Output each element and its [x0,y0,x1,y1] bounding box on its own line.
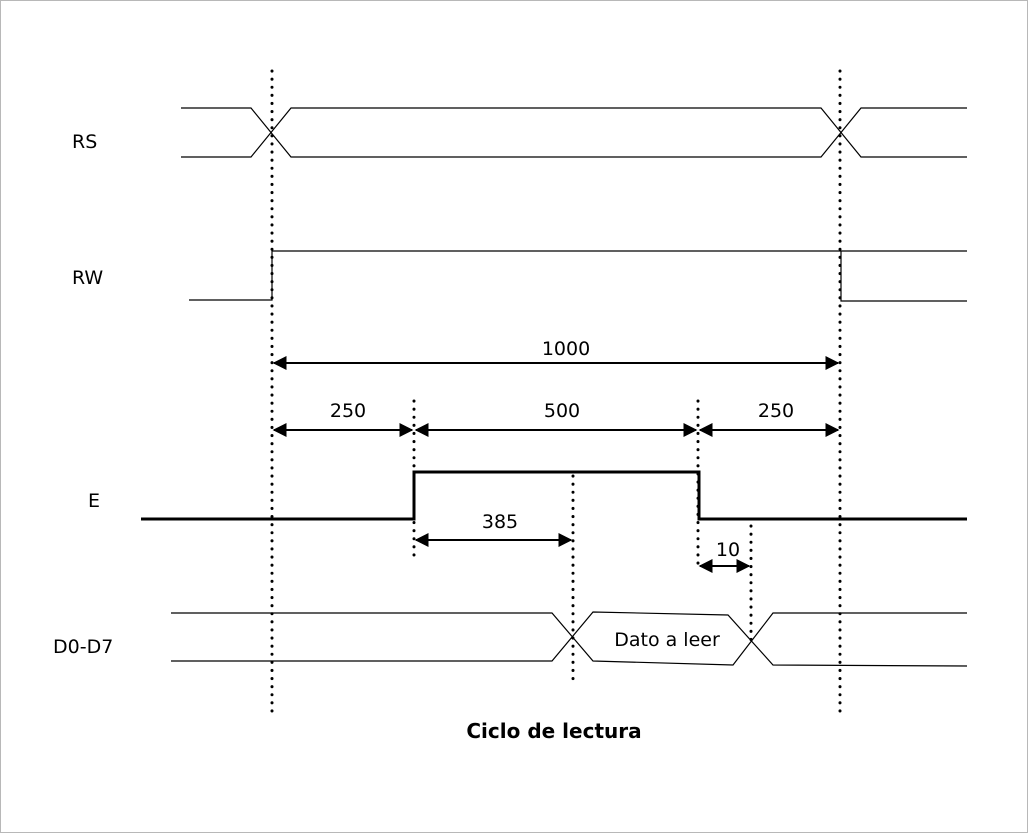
diagram-caption: Ciclo de lectura [466,719,641,743]
e-label: E [88,490,100,512]
rs-label: RS [72,131,97,153]
access-dimension-label: 385 [482,511,518,533]
rw-waveform [189,250,967,302]
setup-dimension-label: 250 [330,400,366,422]
hold-dimension-label: 250 [758,400,794,422]
e-waveform [141,470,967,521]
rw-label: RW [72,267,103,289]
pulse-dimension-label: 500 [544,400,580,422]
reference-lines [270,69,842,713]
data-bus-label: D0-D7 [53,636,113,658]
data-hold-dimension-label: 10 [716,539,740,561]
data-bus-waveform [171,611,968,667]
total-dimension-label: 1000 [542,338,590,360]
rs-waveform [181,107,967,158]
data-value-label: Dato a leer [614,629,720,651]
